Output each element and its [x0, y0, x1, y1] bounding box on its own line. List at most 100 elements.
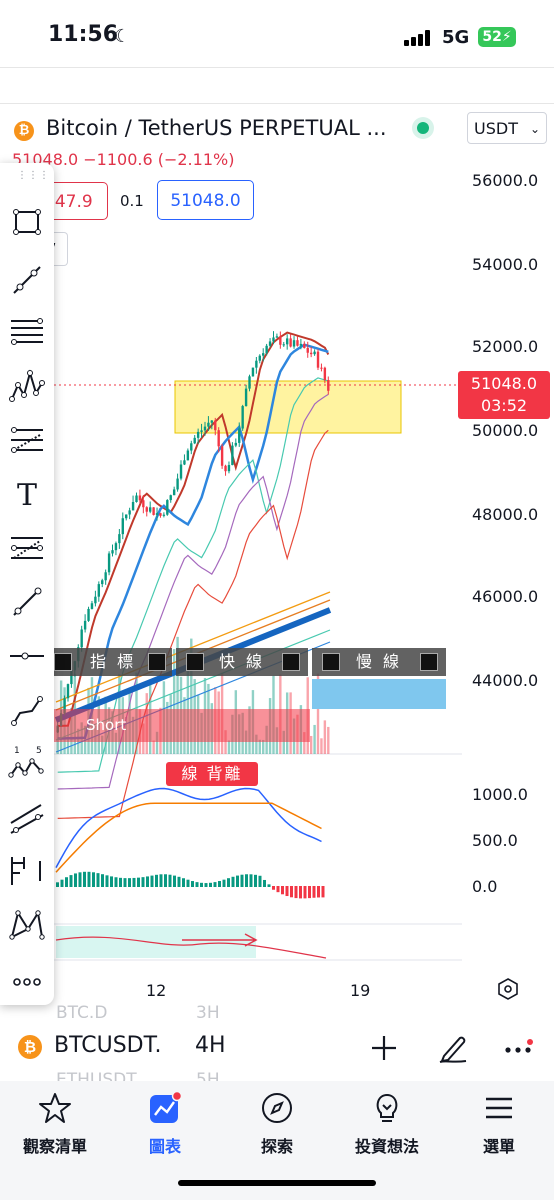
- macd-histogram-bar: [227, 878, 230, 887]
- long-position-tool-icon[interactable]: [8, 851, 46, 889]
- oscillator-pane: [55, 926, 327, 959]
- tab-menu[interactable]: 選單: [444, 1081, 554, 1157]
- candle-body: [186, 450, 190, 461]
- macd-histogram-bar: [182, 878, 185, 887]
- candle-body: [224, 465, 227, 472]
- macd-histogram-bar: [92, 872, 95, 887]
- settings-hexagon-icon[interactable]: [496, 977, 520, 1001]
- candle-body: [231, 445, 234, 466]
- tab-label: 投資想法: [354, 1137, 419, 1156]
- candle-body: [80, 629, 83, 648]
- volume-bar: [262, 739, 265, 754]
- trend-line-tool-icon[interactable]: [8, 261, 46, 299]
- short-label: Short: [86, 716, 127, 734]
- macd-histogram-bar: [159, 874, 163, 887]
- candle-body: [118, 534, 121, 544]
- interval-button[interactable]: 4H: [195, 1033, 226, 1058]
- candle-body: [320, 367, 323, 369]
- volume-bar: [258, 739, 261, 754]
- macd-histogram-bar: [65, 877, 68, 887]
- indicator-label: 指 標: [89, 652, 137, 671]
- volume-bar: [224, 730, 227, 754]
- buy-button[interactable]: 51048.0: [157, 180, 254, 220]
- candle-body: [172, 489, 176, 496]
- volume-bar: [227, 740, 231, 754]
- candle-body: [282, 344, 285, 346]
- macd-histogram-bar: [312, 886, 316, 898]
- short-position-zone: [54, 709, 310, 742]
- price-change: 51048.0 −1100.6 (−2.11%): [12, 150, 235, 169]
- candle-body: [272, 337, 275, 342]
- volume-bar: [172, 649, 176, 754]
- candle-body: [166, 500, 169, 515]
- candle-body: [111, 550, 114, 554]
- moving-average-line: [57, 429, 329, 819]
- pattern-tool-icon[interactable]: [8, 367, 46, 405]
- tab-ideas[interactable]: 投資想法: [332, 1081, 442, 1157]
- macd-histogram-bar: [168, 874, 172, 887]
- indicator-toggle[interactable]: 指 標: [54, 648, 172, 676]
- tab-watchlist[interactable]: 觀察清單: [0, 1081, 110, 1157]
- parallel-channel-tool-icon[interactable]: [8, 799, 46, 837]
- channel-tool-icon[interactable]: [8, 529, 46, 567]
- candle-body: [214, 420, 217, 431]
- xabcd-pattern-tool-icon[interactable]: [8, 905, 46, 943]
- fib-tool-icon[interactable]: [8, 313, 46, 351]
- tab-label: 選單: [482, 1137, 515, 1156]
- macd-histogram-bar: [101, 874, 104, 887]
- macd-histogram-bar: [213, 882, 217, 887]
- rectangle-tool-icon[interactable]: [8, 203, 46, 241]
- candle-body: [83, 620, 87, 630]
- candle-body: [125, 514, 128, 519]
- candle-body: [255, 360, 258, 368]
- macd-histogram-bar: [56, 882, 59, 887]
- macd-histogram-bar: [137, 877, 140, 887]
- macd-histogram-bar: [236, 875, 239, 887]
- drawing-pen-icon[interactable]: [436, 1030, 470, 1064]
- tab-chart[interactable]: 圖表: [110, 1081, 220, 1157]
- divergence-arrow: [182, 933, 258, 947]
- divider: [0, 67, 554, 68]
- macd-histogram-bar: [204, 883, 208, 887]
- horizontal-line-tool-icon[interactable]: [8, 637, 46, 675]
- macd-histogram-bar: [299, 886, 302, 899]
- ray-tool-icon[interactable]: [8, 583, 46, 621]
- macd-histogram-bar: [141, 877, 145, 887]
- macd-axis-label: 500.0: [472, 831, 518, 850]
- price-axis-label: 46000.0: [472, 587, 539, 606]
- add-icon[interactable]: [370, 1034, 398, 1062]
- moving-average-line: [57, 331, 330, 727]
- tab-explore[interactable]: 探索: [222, 1081, 332, 1157]
- arrow-path-tool-icon[interactable]: [8, 691, 46, 729]
- fast-line-toggle[interactable]: 快 線: [176, 648, 308, 676]
- candle-body: [316, 351, 320, 368]
- symbol-button[interactable]: BTCUSDT.: [54, 1033, 162, 1058]
- volume-bar: [101, 735, 104, 754]
- text-tool-icon[interactable]: T: [8, 475, 46, 513]
- candle-body: [145, 507, 148, 512]
- oscillator-fill: [56, 926, 256, 958]
- signal-icon: [404, 30, 432, 46]
- more-tools-icon[interactable]: [8, 963, 46, 1001]
- volume-bar: [303, 732, 306, 754]
- chart-canvas[interactable]: [0, 160, 554, 970]
- sell-button[interactable]: 047.9: [40, 182, 108, 220]
- macd-histogram-bar: [321, 886, 325, 898]
- more-icon[interactable]: [504, 1038, 534, 1060]
- ghost-symbol: BTC.D: [56, 1003, 108, 1023]
- gann-tool-icon[interactable]: [8, 421, 46, 459]
- network-type: 5G: [442, 27, 470, 48]
- svg-text:1: 1: [14, 746, 20, 756]
- divergence-tag: 線 背離: [166, 762, 258, 786]
- macd-histogram-bar: [263, 879, 266, 887]
- currency-select[interactable]: USDT ⌄: [467, 112, 547, 144]
- symbol-title[interactable]: Bitcoin / TetherUS PERPETUAL ...: [46, 116, 387, 140]
- macd-histogram-bar: [209, 882, 212, 887]
- macd-histogram-bar: [195, 882, 199, 887]
- slow-line-toggle[interactable]: 慢 線: [312, 648, 446, 676]
- candle-body: [268, 341, 272, 346]
- macd-histogram-bar: [200, 882, 203, 887]
- macd-histogram-bar: [114, 877, 118, 887]
- drag-handle-icon[interactable]: ⋮⋮⋮: [17, 170, 50, 181]
